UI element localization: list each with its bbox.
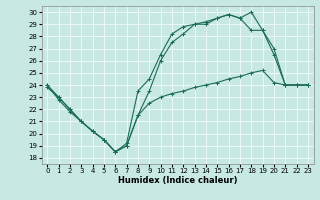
X-axis label: Humidex (Indice chaleur): Humidex (Indice chaleur) (118, 176, 237, 185)
